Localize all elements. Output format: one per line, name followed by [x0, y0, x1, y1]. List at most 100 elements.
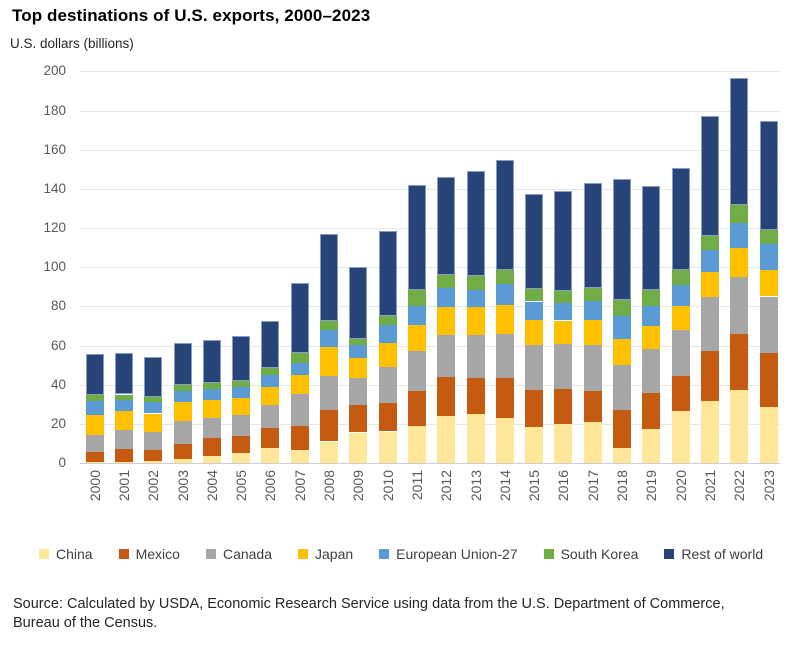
bar-segment-european-union-27-2018	[613, 316, 631, 339]
x-tick-label-2012: 2012	[438, 470, 455, 502]
y-tick-label-100: 100	[43, 259, 66, 275]
bar-segment-japan-2012	[437, 307, 456, 335]
bar-segment-european-union-27-2007	[290, 362, 309, 376]
bar-segment-rest-of-world-2011	[407, 185, 426, 291]
legend-item-china: China	[39, 546, 93, 562]
bar-segment-rest-of-world-2023	[759, 120, 778, 230]
legend-swatch-south-korea	[543, 549, 554, 559]
bar-segment-japan-2019	[642, 326, 661, 349]
bar-segment-mexico-2003	[173, 443, 192, 459]
bar-segment-rest-of-world-2000	[85, 354, 104, 396]
y-tick-label-40: 40	[50, 376, 66, 392]
bar-segment-china-2012	[437, 415, 456, 463]
bar-segment-european-union-27-2010	[378, 325, 397, 343]
y-tick-label-160: 160	[43, 141, 66, 157]
x-tick-label-2004: 2004	[203, 470, 220, 502]
bar-segment-canada-2006	[261, 404, 280, 429]
bar-segment-south-korea-2012	[437, 274, 456, 288]
y-tick-label-200: 200	[43, 63, 66, 79]
x-tick-label-2013: 2013	[467, 470, 484, 502]
bar-segment-south-korea-2010	[378, 316, 397, 326]
bar-segment-mexico-2004	[202, 438, 221, 456]
bar-segment-european-union-27-2014	[495, 283, 514, 306]
bar-segment-japan-2010	[378, 343, 397, 367]
x-tick-label-2023: 2023	[760, 470, 777, 502]
bar-segment-south-korea-2023	[759, 230, 778, 244]
bar-segment-south-korea-2018	[613, 299, 631, 317]
bar-segment-mexico-2007	[290, 425, 309, 451]
bar-segment-japan-2016	[554, 320, 573, 344]
bar-segment-rest-of-world-2008	[320, 233, 338, 321]
bar-segment-canada-2020	[671, 329, 690, 376]
bar-segment-european-union-27-2023	[759, 243, 778, 270]
bar-segment-china-2000	[85, 462, 104, 463]
gridline-80	[80, 306, 780, 308]
bar-segment-china-2016	[554, 424, 573, 463]
bar-segment-european-union-27-2011	[407, 305, 426, 325]
bar-segment-mexico-2010	[378, 403, 397, 432]
chart-title: Top destinations of U.S. exports, 2000–2…	[12, 6, 371, 25]
bar-segment-south-korea-2019	[642, 289, 661, 307]
x-tick-label-2021: 2021	[702, 470, 718, 502]
bar-segment-japan-2000	[85, 414, 104, 435]
bar-segment-rest-of-world-2006	[261, 320, 280, 369]
bar-segment-canada-2003	[173, 421, 192, 444]
bar-segment-mexico-2014	[495, 378, 514, 418]
bar-segment-rest-of-world-2003	[173, 343, 192, 386]
bar-segment-rest-of-world-2020	[671, 168, 690, 271]
bar-segment-mexico-2009	[349, 404, 368, 433]
bar-segment-mexico-2018	[613, 409, 631, 448]
bar-segment-european-union-27-2001	[115, 400, 133, 412]
bar-segment-canada-2022	[730, 276, 749, 335]
bar-segment-european-union-27-2020	[671, 284, 690, 307]
bar-segment-south-korea-2015	[525, 288, 544, 302]
bar-segment-rest-of-world-2010	[378, 231, 397, 317]
legend-label-china: China	[56, 546, 93, 562]
bar-segment-china-2014	[495, 418, 514, 463]
y-tick-label-0: 0	[58, 455, 66, 470]
bar-segment-european-union-27-2016	[554, 303, 573, 321]
bar-segment-china-2001	[115, 461, 133, 463]
bar-segment-european-union-27-2013	[466, 289, 485, 308]
gridline-120	[80, 228, 780, 229]
bar-segment-south-korea-2000	[85, 395, 104, 401]
x-tick-label-2015: 2015	[526, 470, 543, 502]
source-note: Source: Calculated by USDA, Economic Res…	[13, 595, 793, 633]
gridline-160	[80, 149, 780, 151]
bar-segment-japan-2001	[115, 411, 133, 431]
bar-segment-mexico-2016	[554, 389, 573, 425]
legend-item-rest-of-world: Rest of world	[664, 546, 763, 562]
x-tick-label-2000: 2000	[86, 470, 103, 502]
bar-segment-mexico-2012	[437, 377, 456, 416]
bar-segment-rest-of-world-2014	[495, 159, 514, 270]
y-tick-label-120: 120	[43, 220, 66, 235]
legend-item-south-korea: South Korea	[543, 546, 638, 562]
x-tick-label-2005: 2005	[233, 470, 250, 502]
bar-segment-rest-of-world-2018	[613, 178, 631, 300]
bar-segment-mexico-2001	[115, 449, 133, 462]
bar-segment-canada-2004	[202, 417, 221, 439]
bar-segment-south-korea-2006	[261, 368, 280, 375]
bar-segment-rest-of-world-2013	[466, 170, 485, 277]
x-tick-label-2006: 2006	[262, 470, 279, 502]
y-tick-label-60: 60	[50, 337, 66, 353]
bar-segment-canada-2015	[525, 344, 544, 390]
bar-segment-mexico-2011	[407, 391, 426, 426]
x-tick-label-2017: 2017	[584, 470, 601, 502]
bar-segment-canada-2013	[466, 334, 485, 379]
bar-segment-canada-2023	[759, 296, 778, 354]
bar-segment-south-korea-2014	[495, 269, 514, 284]
legend-label-mexico: Mexico	[135, 546, 180, 562]
bar-segment-rest-of-world-2021	[701, 116, 719, 236]
bar-segment-japan-2003	[173, 402, 192, 422]
bar-segment-south-korea-2021	[701, 235, 719, 250]
x-tick-label-2020: 2020	[672, 470, 689, 502]
legend-label-rest-of-world: Rest of world	[681, 546, 764, 562]
bar-segment-south-korea-2020	[671, 270, 690, 285]
bar-segment-china-2013	[466, 414, 485, 463]
bar-segment-south-korea-2013	[466, 276, 485, 290]
bar-segment-canada-2011	[407, 351, 426, 392]
bar-segment-mexico-2006	[261, 428, 280, 449]
bar-segment-china-2020	[671, 411, 690, 463]
bar-segment-china-2019	[642, 429, 661, 463]
